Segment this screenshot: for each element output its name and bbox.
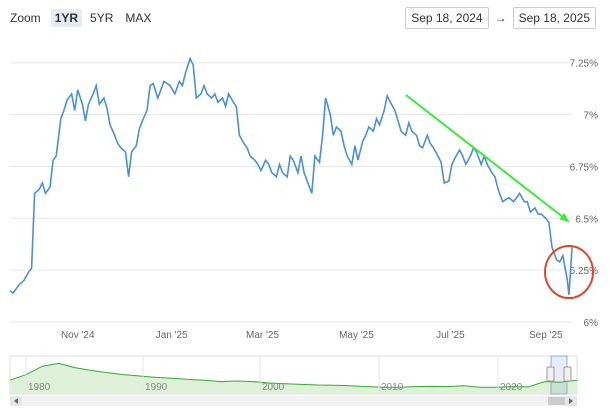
scrollbar[interactable] <box>10 396 577 406</box>
x-tick-label: Jan '25 <box>156 330 188 341</box>
navigator-line <box>9 362 578 388</box>
range-from-input[interactable]: Sep 18, 2024 <box>405 7 489 29</box>
zoom-label: Zoom <box>10 11 41 25</box>
y-tick-label: 6.75% <box>570 162 598 173</box>
trend-arrow <box>405 94 570 223</box>
series-line <box>9 56 573 296</box>
scroll-right-icon <box>569 398 573 404</box>
navigator-year-label: 1980 <box>28 382 51 393</box>
navigator-year-label: 2000 <box>262 382 285 393</box>
highlight-circle <box>544 245 594 299</box>
grid-lines <box>10 62 572 323</box>
navigator-year-labels: 1980 1990 2000 2010 2020 <box>25 356 523 394</box>
y-tick-label: 7.25% <box>570 59 598 70</box>
zoom-5yr-button[interactable]: 5YR <box>90 11 114 25</box>
scroll-left-icon <box>14 398 18 404</box>
y-tick-label: 6% <box>584 318 599 329</box>
navigator-year-label: 2020 <box>500 382 523 393</box>
range-arrow-icon: → <box>494 11 507 25</box>
x-tick-label: May '25 <box>339 330 374 341</box>
y-tick-label: 7% <box>584 111 599 122</box>
x-tick-label: Jul '25 <box>436 330 465 341</box>
x-tick-label: Mar '25 <box>246 330 279 341</box>
x-tick-label: Sep '25 <box>529 330 563 341</box>
navigator-handle-right[interactable] <box>563 366 572 382</box>
y-tick-label: 6.5% <box>575 214 598 225</box>
navigator-year-label: 2010 <box>381 382 404 393</box>
y-tick-label: 6.25% <box>570 266 598 277</box>
x-tick-label: Nov '24 <box>61 330 95 341</box>
x-axis-labels: Nov '24 Jan '25 Mar '25 May '25 Jul '25 Sep '… <box>61 330 563 341</box>
navigator-area <box>10 363 577 394</box>
scrollbar-thumb[interactable] <box>548 397 566 405</box>
navigator[interactable]: 1980 1990 2000 2010 2020 <box>9 355 578 395</box>
y-axis-labels: 6% 6.25% 6.5% 6.75% 7% 7.25% <box>570 59 598 329</box>
zoom-bar: Zoom 1YR 5YR MAX <box>10 8 155 28</box>
zoom-max-button[interactable]: MAX <box>125 11 152 25</box>
zoom-1yr-button[interactable]: 1YR <box>50 9 83 27</box>
scrollbar-track[interactable] <box>10 396 577 406</box>
navigator-handle-left[interactable] <box>546 366 555 382</box>
navigator-year-label: 1990 <box>145 382 168 393</box>
date-range: Sep 18, 2024 → Sep 18, 2025 <box>405 7 596 29</box>
range-to-input[interactable]: Sep 18, 2025 <box>512 7 596 29</box>
